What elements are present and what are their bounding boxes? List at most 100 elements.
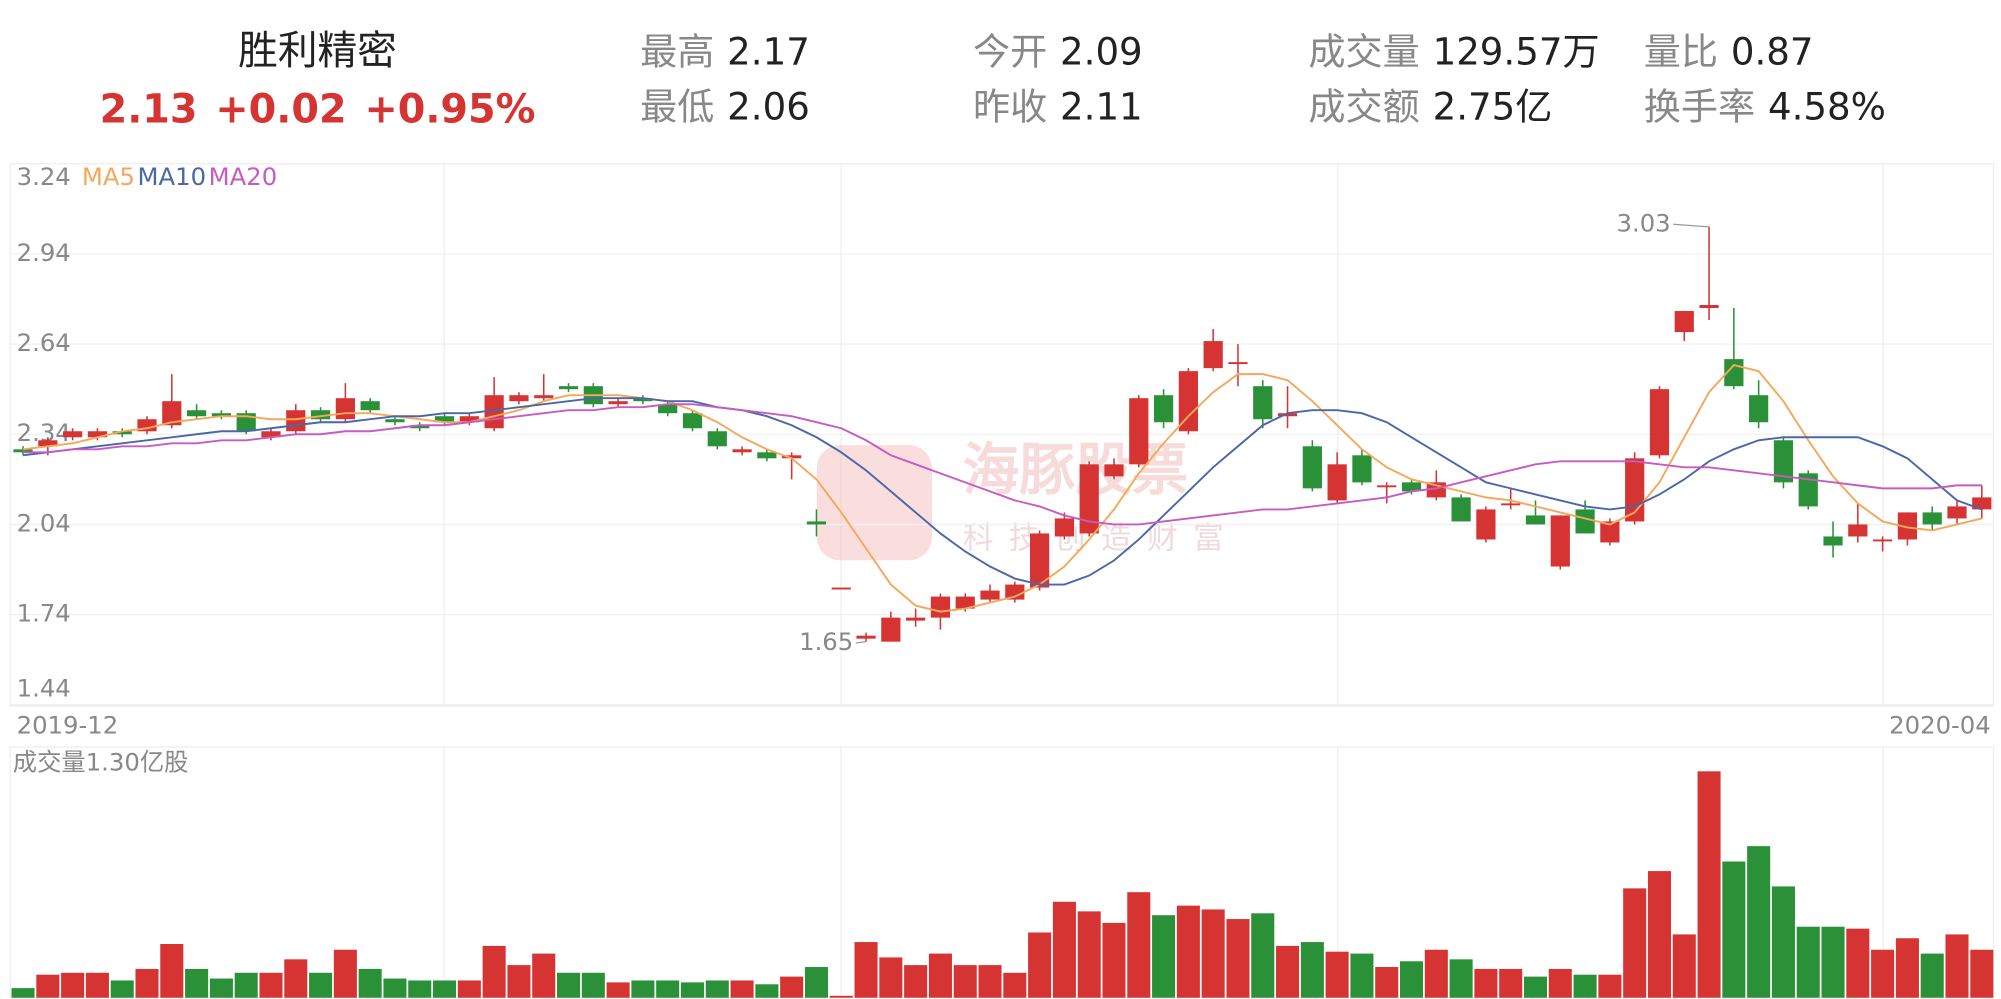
volume-bar <box>1920 953 1944 998</box>
stat: 成交量 129.57万 <box>1308 30 1599 73</box>
volume-bar <box>780 976 804 998</box>
volume-bar <box>829 995 853 998</box>
volume-bar <box>1176 905 1200 998</box>
candle-body <box>360 401 380 411</box>
candle-body <box>1277 413 1298 417</box>
candle-body <box>211 413 232 417</box>
volume-bar <box>730 980 754 998</box>
volume-bar <box>1499 968 1523 998</box>
volume-bar <box>1970 949 1994 998</box>
volume-bar <box>532 953 556 998</box>
volume-bar <box>1821 926 1845 998</box>
candle-body <box>906 617 926 621</box>
candle-body <box>1104 464 1124 477</box>
volume-bar <box>433 980 457 998</box>
candle-body <box>112 431 132 435</box>
stat-label: 昨收 <box>973 85 1047 128</box>
watermark: 海豚股票 <box>963 438 1188 503</box>
volume-bar <box>978 965 1002 998</box>
candle-body <box>1525 515 1546 525</box>
candle-body <box>534 395 554 399</box>
x-tick-label: 2019-12 <box>17 711 119 740</box>
y-tick-label: 2.94 <box>17 238 71 267</box>
candle-body <box>335 398 355 420</box>
candle-body <box>1922 512 1942 525</box>
volume-bar <box>854 942 878 998</box>
volume-bar <box>160 943 184 998</box>
volume-bar <box>85 972 109 998</box>
ma-line <box>22 397 1983 586</box>
volume-bar <box>1548 968 1572 998</box>
candle-body <box>385 419 405 423</box>
candle-body <box>1302 446 1322 489</box>
y-tick-label: 1.44 <box>17 673 71 702</box>
stat-value: 4.58% <box>1768 85 1886 128</box>
candle-body <box>1079 464 1099 534</box>
volume-bar <box>1945 934 1969 998</box>
candle-body <box>87 431 108 438</box>
stat: 今开 2.09 <box>973 30 1143 73</box>
volume-bar <box>904 965 928 998</box>
legend-entry: MA20 <box>209 162 278 191</box>
y-tick-label: 2.64 <box>17 328 71 357</box>
stat: 最低 2.06 <box>640 85 810 128</box>
stats: 最高 2.17 今开 2.09 成交量 129.57万 量比 0.87 最低 2.06 昨收 2.11… <box>640 30 1886 128</box>
candle-body <box>757 452 777 459</box>
candle-body <box>633 398 653 402</box>
volume-bar <box>680 982 705 998</box>
volume-bar <box>185 968 209 998</box>
volume-bar <box>606 982 630 998</box>
candle-body <box>261 431 281 438</box>
candle-body <box>162 401 182 426</box>
candle-body <box>782 455 802 459</box>
stat-label: 今开 <box>973 30 1047 73</box>
stat: 量比 0.87 <box>1644 30 1814 73</box>
candle-body <box>1674 311 1694 333</box>
volume-bar <box>1846 928 1870 998</box>
volume-bar <box>1201 909 1225 998</box>
watermark-logo <box>816 445 933 561</box>
volume-bar <box>1028 932 1052 998</box>
volume-bar <box>1300 942 1324 998</box>
candle-body <box>1947 506 1967 519</box>
volume-bar <box>11 988 35 998</box>
volume-bar <box>581 972 605 998</box>
volume-bar <box>1102 922 1126 998</box>
volume-bar <box>309 972 333 998</box>
stat: 成交额 2.75亿 <box>1308 85 1552 128</box>
volume-bar <box>631 980 655 998</box>
candle-body <box>1575 509 1595 534</box>
stat-label: 最高 <box>640 30 714 73</box>
candle-body <box>658 404 678 414</box>
volume-bar <box>61 972 85 998</box>
volume-bar <box>36 974 60 998</box>
candle-body <box>1054 518 1075 537</box>
high-pointer <box>1673 223 1710 228</box>
change: +0.02 <box>215 86 346 132</box>
stock-name: 胜利精密 <box>238 28 397 74</box>
volume-bar <box>1474 968 1498 998</box>
candle-body <box>1600 521 1620 543</box>
candle-body <box>1848 524 1868 537</box>
candle-body <box>310 410 331 420</box>
volume-bar <box>1375 967 1399 998</box>
candle-body <box>1352 455 1372 483</box>
volume-bar <box>110 980 134 998</box>
candle-body <box>13 449 33 453</box>
volume-bar <box>234 972 258 998</box>
volume-bar <box>1722 861 1746 998</box>
candle-body <box>1773 440 1794 483</box>
candle-body <box>410 425 430 429</box>
volume-bar <box>1077 911 1101 998</box>
candle-body <box>1228 362 1248 365</box>
volume-bar <box>1350 953 1374 998</box>
stat-label: 成交量 <box>1308 30 1419 73</box>
volume-bar <box>1226 919 1250 998</box>
volume-bar <box>408 980 432 998</box>
volume-bar <box>1127 892 1151 998</box>
x-tick-label: 2020-04 <box>1889 711 1991 740</box>
candle-body <box>930 596 951 618</box>
candle-body <box>1873 539 1893 542</box>
candle-body <box>1377 485 1397 488</box>
